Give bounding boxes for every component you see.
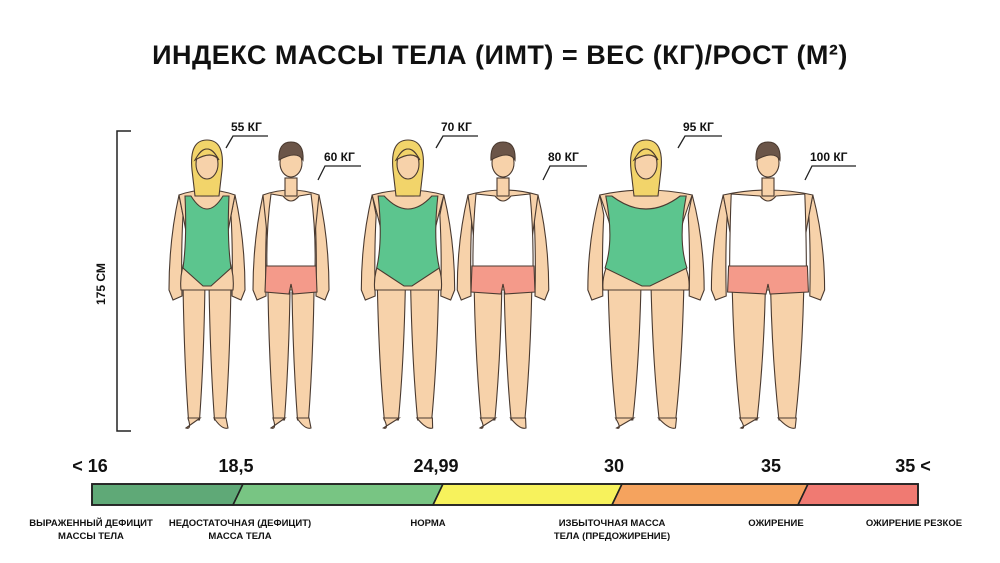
weight-leaders bbox=[225, 135, 856, 181]
bmi-scale-bar bbox=[91, 483, 919, 506]
figure-male-4 bbox=[456, 141, 550, 429]
weight-label-5: 95 КГ bbox=[683, 120, 714, 134]
scale-outline bbox=[91, 483, 919, 506]
scale-tick-3: 24,99 bbox=[413, 456, 459, 476]
scale-tick-4: 30 bbox=[603, 456, 625, 476]
figures-group bbox=[168, 139, 826, 429]
scale-segment-3 bbox=[431, 483, 624, 506]
weight-label-4: 80 КГ bbox=[548, 150, 579, 164]
scale-segment-4 bbox=[610, 483, 810, 506]
weight-leader-5 bbox=[677, 135, 722, 149]
weight-label-1: 55 КГ bbox=[231, 120, 262, 134]
figure-male-2 bbox=[252, 141, 330, 429]
scale-segment-1 bbox=[91, 483, 245, 506]
weight-leader-6 bbox=[804, 165, 856, 181]
figure-female-1 bbox=[168, 139, 246, 429]
weight-label-3: 70 КГ bbox=[441, 120, 472, 134]
weight-leader-3 bbox=[435, 135, 478, 149]
category-label-4: ИЗБЫТОЧНАЯ МАССА ТЕЛА (ПРЕДОЖИРЕНИЕ) bbox=[553, 518, 671, 542]
category-label-1: ВЫРАЖЕННЫЙ ДЕФИЦИТ МАССЫ ТЕЛА bbox=[29, 518, 153, 542]
weight-label-2: 60 КГ bbox=[324, 150, 355, 164]
figure-male-6 bbox=[710, 141, 826, 429]
category-label-2: НЕДОСТАТОЧНАЯ (ДЕФИЦИТ) МАССА ТЕЛА bbox=[168, 518, 312, 542]
weight-label-6: 100 КГ bbox=[810, 150, 848, 164]
category-label-6: ОЖИРЕНИЕ РЕЗКОЕ bbox=[865, 518, 963, 529]
weight-leader-1 bbox=[225, 135, 268, 149]
page-title: ИНДЕКС МАССЫ ТЕЛА (ИМТ) = ВЕС (КГ)/РОСТ … bbox=[152, 40, 848, 70]
scale-segment-2 bbox=[231, 483, 445, 506]
scale-tick-2: 18,5 bbox=[218, 456, 254, 476]
weight-leader-4 bbox=[542, 165, 587, 181]
category-label-3: НОРМА bbox=[410, 518, 446, 529]
category-label-5: ОЖИРЕНИЕ bbox=[748, 518, 804, 529]
figure-female-3 bbox=[360, 139, 456, 429]
weight-leader-2 bbox=[317, 165, 361, 181]
figure-female-5 bbox=[587, 139, 705, 429]
height-bracket bbox=[116, 130, 131, 432]
scale-tick-5: 35 bbox=[760, 456, 782, 476]
scale-tick-1: < 16 bbox=[72, 456, 108, 476]
scale-segment-5 bbox=[796, 483, 919, 506]
scale-tick-6: 35 < bbox=[895, 456, 931, 476]
